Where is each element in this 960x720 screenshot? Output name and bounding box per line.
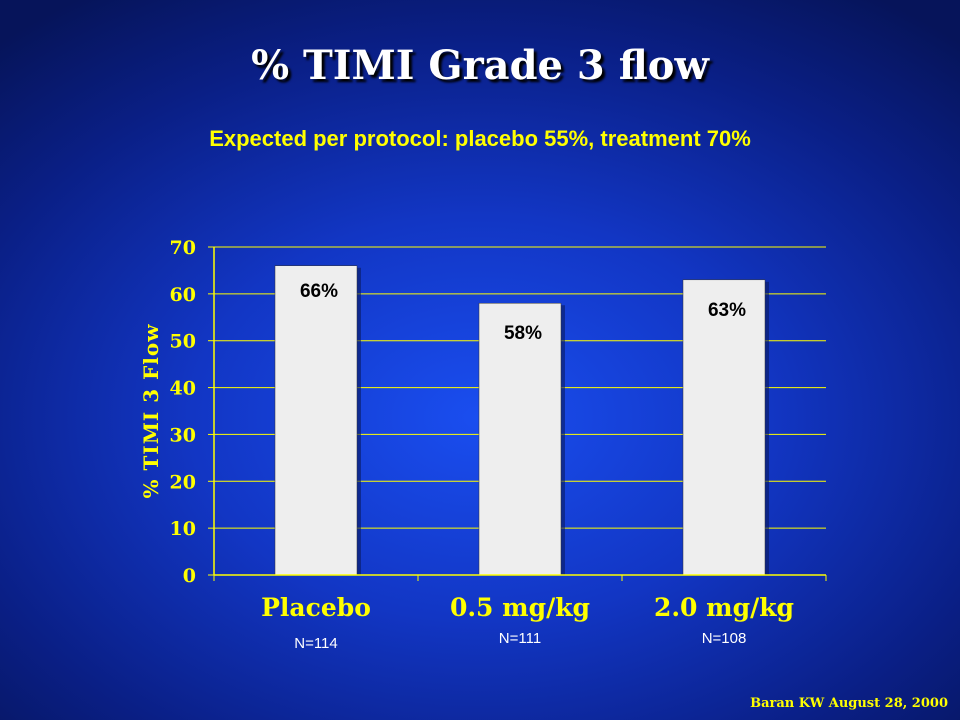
data-label: 63% bbox=[708, 300, 746, 321]
axes bbox=[208, 246, 827, 581]
bar bbox=[682, 279, 766, 576]
y-tick-label: 30 bbox=[170, 424, 196, 446]
page-title: % TIMI Grade 3 flow bbox=[251, 42, 709, 89]
y-tick-label: 40 bbox=[170, 378, 196, 400]
chart-subtitle: Expected per protocol: placebo 55%, trea… bbox=[209, 126, 751, 151]
category-label: Placebo bbox=[261, 593, 371, 622]
bar bbox=[274, 265, 358, 576]
sample-size-label: N=114 bbox=[294, 635, 338, 652]
y-tick-label: 70 bbox=[170, 237, 196, 259]
y-axis-label: % TIMI 3 Flow bbox=[139, 324, 163, 499]
sample-size-labels: N=114 N=111 N=108 bbox=[294, 630, 746, 652]
y-tick-label: 20 bbox=[170, 471, 196, 493]
citation: Baran KW August 28, 2000 bbox=[750, 696, 948, 711]
y-tick-label: 60 bbox=[170, 284, 196, 306]
category-label: 2.0 mg/kg bbox=[654, 593, 794, 622]
sample-size-label: N=108 bbox=[702, 630, 747, 647]
data-labels: 66% 58% 63% bbox=[300, 281, 746, 344]
category-labels: Placebo 0.5 mg/kg 2.0 mg/kg bbox=[261, 593, 794, 622]
y-tick-label: 10 bbox=[170, 518, 196, 540]
y-tick-labels: 0 10 20 30 40 50 60 70 bbox=[170, 237, 196, 587]
data-label: 58% bbox=[504, 323, 542, 344]
bars bbox=[274, 265, 769, 576]
bar bbox=[478, 302, 562, 576]
data-label: 66% bbox=[300, 281, 338, 302]
y-tick-label: 0 bbox=[183, 565, 196, 587]
sample-size-label: N=111 bbox=[499, 630, 541, 647]
y-tick-label: 50 bbox=[170, 331, 196, 353]
category-label: 0.5 mg/kg bbox=[450, 593, 590, 622]
